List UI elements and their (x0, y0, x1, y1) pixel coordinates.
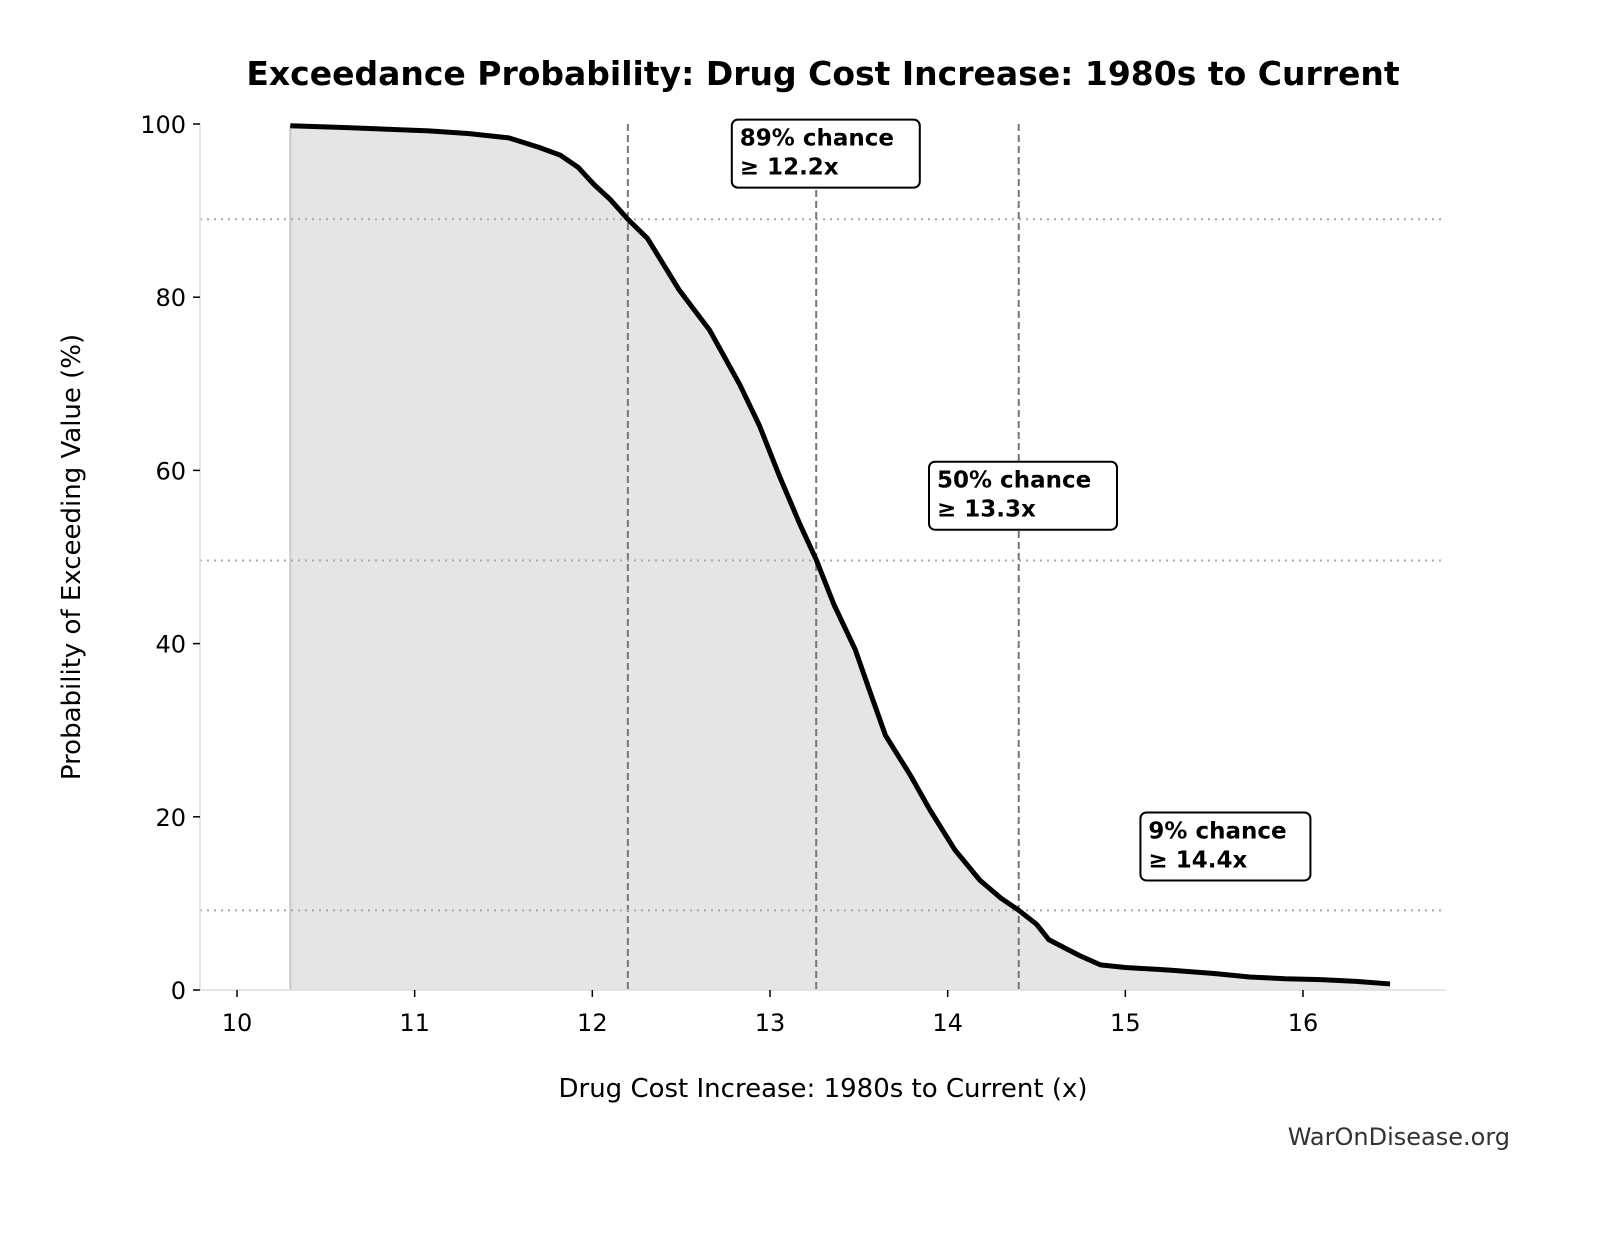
exceedance-curve (290, 123, 1391, 987)
x-tick-label: 11 (399, 1009, 430, 1037)
annotation-box-0 (730, 118, 921, 189)
annotation-line2-1: ≥ 13.3x (937, 497, 1036, 523)
y-tick-label: 100 (140, 111, 186, 139)
area-fill (290, 125, 1391, 991)
y-axis-label: Probability of Exceeding Value (%) (57, 334, 87, 780)
x-tick-label: 12 (577, 1009, 608, 1037)
y-tick-label: 40 (155, 631, 186, 659)
annotation-line2-0: ≥ 12.2x (740, 155, 839, 181)
chart-title: Exceedance Probability: Drug Cost Increa… (246, 54, 1400, 93)
plot-area: 10 11 12 13 14 15 16 0 20 40 60 80 100 89% chance ≥ 12… (140, 111, 1446, 1037)
x-tick-label: 15 (1110, 1009, 1141, 1037)
y-tick-label: 0 (171, 977, 186, 1005)
annotation-line1-1: 50% chance (937, 468, 1091, 494)
annotation-line2-2: ≥ 14.4x (1148, 847, 1247, 873)
annotation-box-1 (928, 460, 1119, 531)
watermark: WarOnDisease.org (1288, 1123, 1510, 1151)
x-axis-label: Drug Cost Increase: 1980s to Current (x) (558, 1074, 1087, 1104)
annotation-line1-0: 89% chance (740, 126, 894, 152)
y-tick-label: 60 (155, 457, 186, 485)
annotation-line1-2: 9% chance (1148, 818, 1286, 844)
y-tick-label: 20 (155, 804, 186, 832)
x-tick-label: 14 (932, 1009, 963, 1037)
x-tick-label: 13 (755, 1009, 786, 1037)
annotation-box-2 (1139, 811, 1312, 882)
x-tick-label: 16 (1288, 1009, 1319, 1037)
y-tick-label: 80 (155, 284, 186, 312)
x-tick-label: 10 (222, 1009, 253, 1037)
